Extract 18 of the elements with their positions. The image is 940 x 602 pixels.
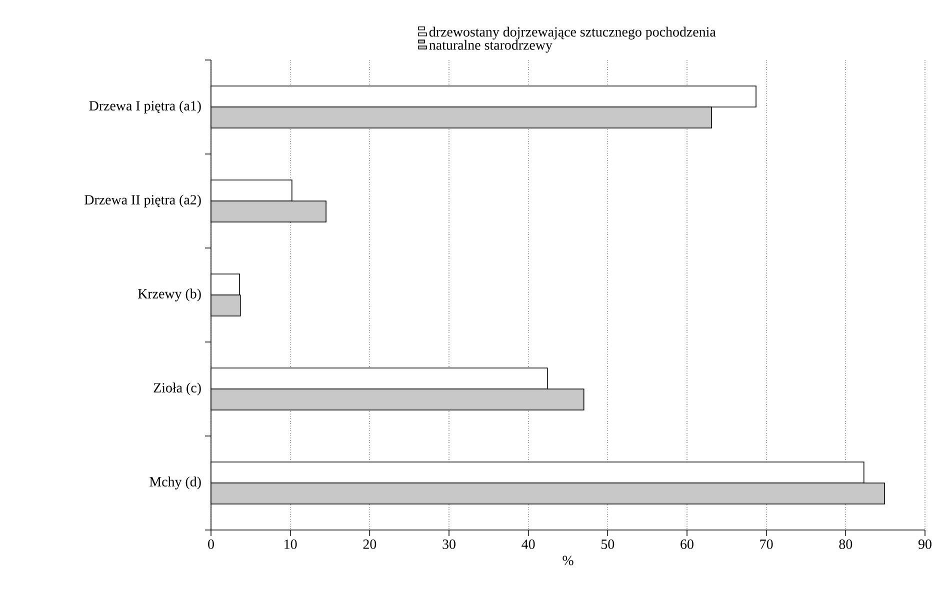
x-tick-label: 60: [680, 540, 694, 549]
x-tick-label: 20: [363, 540, 376, 549]
y-tick-label: Drzewa I piętra (a1): [89, 100, 201, 114]
y-tick-label: Zioła (c): [154, 382, 201, 396]
y-tick-label: Drzewa II piętra (a2): [84, 194, 201, 208]
y-tick-label: Krzewy (b): [138, 288, 201, 302]
x-tick-label: 40: [522, 540, 535, 549]
x-tick-label: 90: [918, 540, 932, 549]
x-tick-label: 30: [442, 540, 456, 549]
x-tick-label: 10: [284, 540, 297, 549]
x-axis-title: %: [562, 556, 574, 566]
x-tick-label: 80: [839, 540, 852, 549]
x-tick-label: 50: [602, 540, 614, 549]
x-tick-label: 70: [760, 540, 773, 549]
x-tick-label: 0: [208, 540, 214, 549]
legend-label: drzewostany dojrzewające sztucznego pochodzenia: [429, 26, 716, 40]
y-tick-label: Mchy (d): [150, 476, 201, 490]
legend-label: naturalne starodrzewy: [429, 40, 552, 53]
